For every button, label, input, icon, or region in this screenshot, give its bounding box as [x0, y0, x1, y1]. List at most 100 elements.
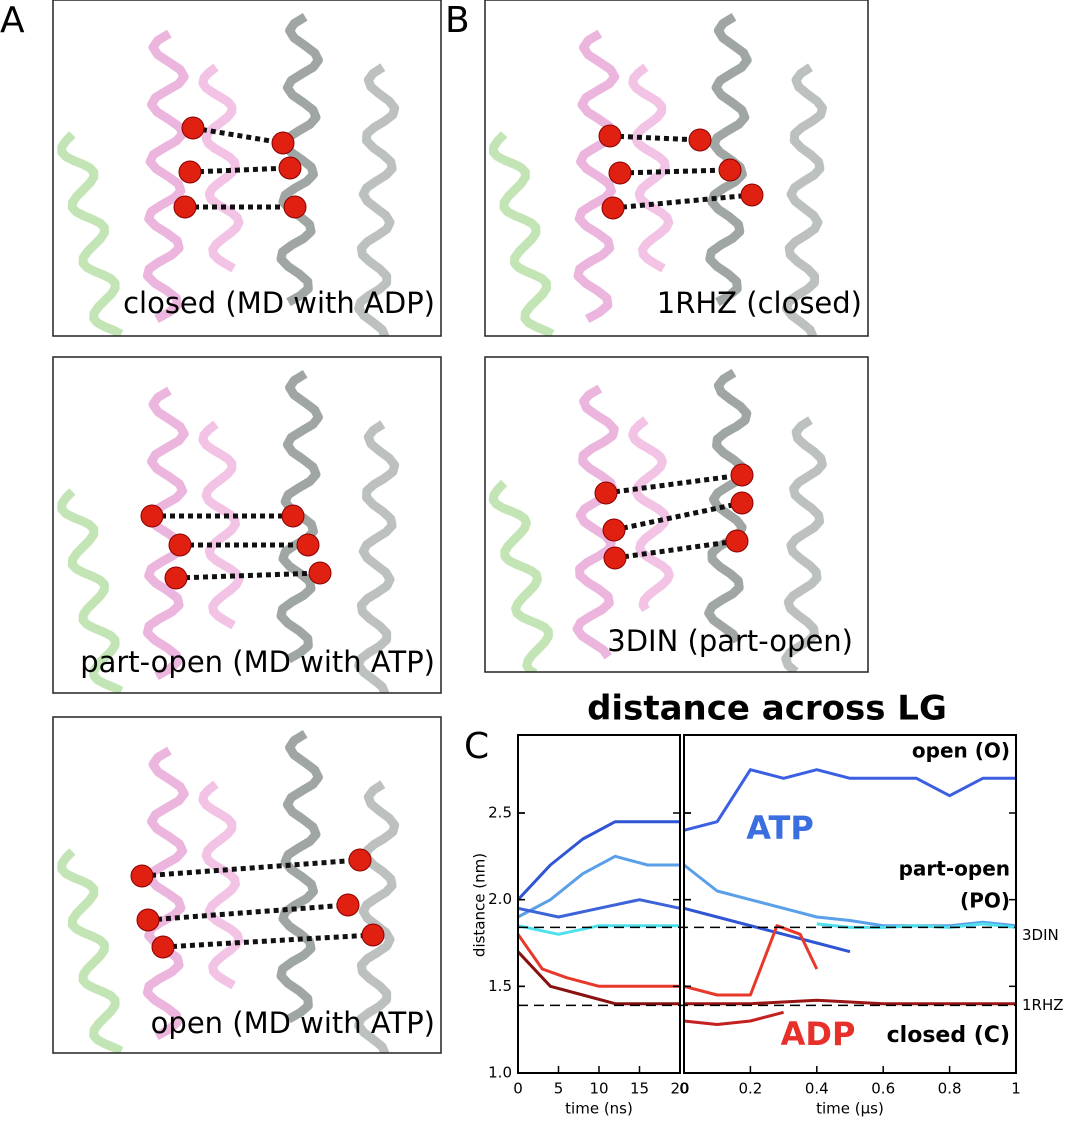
annotation: ATP: [746, 809, 814, 847]
atom-sphere: [688, 128, 712, 152]
helix: [354, 780, 400, 1053]
panel-label: B: [445, 0, 470, 41]
helix: [57, 488, 124, 693]
atom-sphere: [602, 518, 626, 542]
y-axis-label: distance (nm): [471, 853, 489, 957]
structure-renders: [52, 0, 869, 1054]
line-series: [816, 922, 1017, 929]
atom-sphere: [603, 546, 627, 570]
line-series: [516, 933, 680, 988]
atom-sphere: [173, 195, 197, 219]
atom-sphere: [151, 935, 175, 959]
panel-frame: [52, 0, 442, 337]
x-tick-label: 0.6: [871, 1080, 895, 1098]
atom-sphere: [130, 864, 154, 888]
line-series: [517, 924, 680, 936]
line-series: [516, 950, 680, 1006]
helix: [142, 386, 189, 681]
x-axis-label: time (μs): [816, 1100, 884, 1118]
x-tick-label: 0.4: [805, 1080, 829, 1098]
atom-sphere: [278, 156, 302, 180]
distance-line: [175, 570, 321, 581]
x-axis-label: time (ns): [565, 1100, 633, 1118]
atom-sphere: [730, 491, 754, 515]
panel-frame: [52, 356, 442, 694]
axes-frame: [517, 734, 681, 1074]
line-series: [683, 906, 851, 954]
y-tick-label: 1.0: [488, 1064, 512, 1082]
distance-line: [614, 538, 738, 561]
helix: [276, 12, 323, 307]
helix: [198, 420, 244, 630]
line-series: [684, 998, 1016, 1006]
atom-sphere: [271, 131, 295, 155]
helix: [573, 29, 620, 324]
distance-line: [192, 125, 284, 146]
helix: [704, 368, 752, 644]
atom-sphere: [361, 923, 385, 947]
helix: [198, 63, 244, 273]
distance-line: [609, 133, 701, 143]
distance-line: [619, 167, 731, 176]
atom-sphere: [336, 893, 360, 917]
atom-sphere: [608, 161, 632, 185]
line-series: [516, 820, 680, 901]
line-series: [683, 1010, 784, 1026]
render: [57, 12, 400, 336]
atom-sphere: [164, 566, 188, 590]
atom-sphere: [725, 529, 749, 553]
atom-sphere: [140, 504, 164, 528]
render: [57, 729, 400, 1053]
distance-line: [613, 500, 743, 533]
line-series: [517, 854, 680, 919]
caption: 1RHZ (closed): [657, 286, 862, 320]
caption: closed (MD with ADP): [123, 286, 435, 320]
reference-label: 1RHZ: [1022, 996, 1064, 1014]
atom-sphere: [283, 195, 307, 219]
caption: part-open (MD with ATP): [80, 645, 435, 679]
x-tick-label: 0.2: [738, 1080, 762, 1098]
distance-line: [605, 472, 743, 496]
line-series: [683, 863, 1017, 928]
distance-line: [162, 932, 374, 950]
annotation: closed (C): [887, 1023, 1010, 1048]
x-tick-label: 0.8: [938, 1080, 962, 1098]
panel-frame: [484, 356, 869, 673]
helix: [354, 63, 400, 336]
helix: [572, 384, 619, 660]
atom-sphere: [136, 908, 160, 932]
helix: [142, 746, 189, 1041]
helix: [628, 416, 674, 613]
axes-frame: [683, 734, 1017, 1074]
atom-sphere: [178, 160, 202, 184]
render: [488, 12, 827, 336]
annotation: part-open: [899, 857, 1010, 881]
atom-sphere: [718, 158, 742, 182]
x-tick-label: 0: [513, 1080, 523, 1098]
line-series: [517, 898, 681, 919]
annotation: open (O): [912, 739, 1010, 763]
atom-sphere: [281, 504, 305, 528]
helix: [628, 63, 674, 273]
helix: [57, 131, 124, 336]
x-tick-label: 10: [589, 1080, 608, 1098]
helix: [488, 479, 553, 672]
atom-sphere: [601, 196, 625, 220]
render: [488, 368, 827, 672]
panel-frame: [52, 716, 442, 1054]
distance-line: [189, 165, 291, 175]
y-tick-label: 2.5: [488, 804, 512, 822]
caption: 3DIN (part-open): [607, 624, 853, 658]
atom-sphere: [181, 116, 205, 140]
atom-sphere: [168, 533, 192, 557]
x-tick-label: 0: [679, 1080, 689, 1098]
annotation: ADP: [781, 1015, 856, 1053]
render: [57, 369, 400, 693]
panel-label: C: [464, 726, 489, 767]
distance-line: [141, 857, 361, 879]
panel-frame: [484, 0, 869, 337]
x-tick-label: 1: [1011, 1080, 1021, 1098]
panel-label: A: [0, 0, 25, 41]
helix: [488, 131, 555, 336]
